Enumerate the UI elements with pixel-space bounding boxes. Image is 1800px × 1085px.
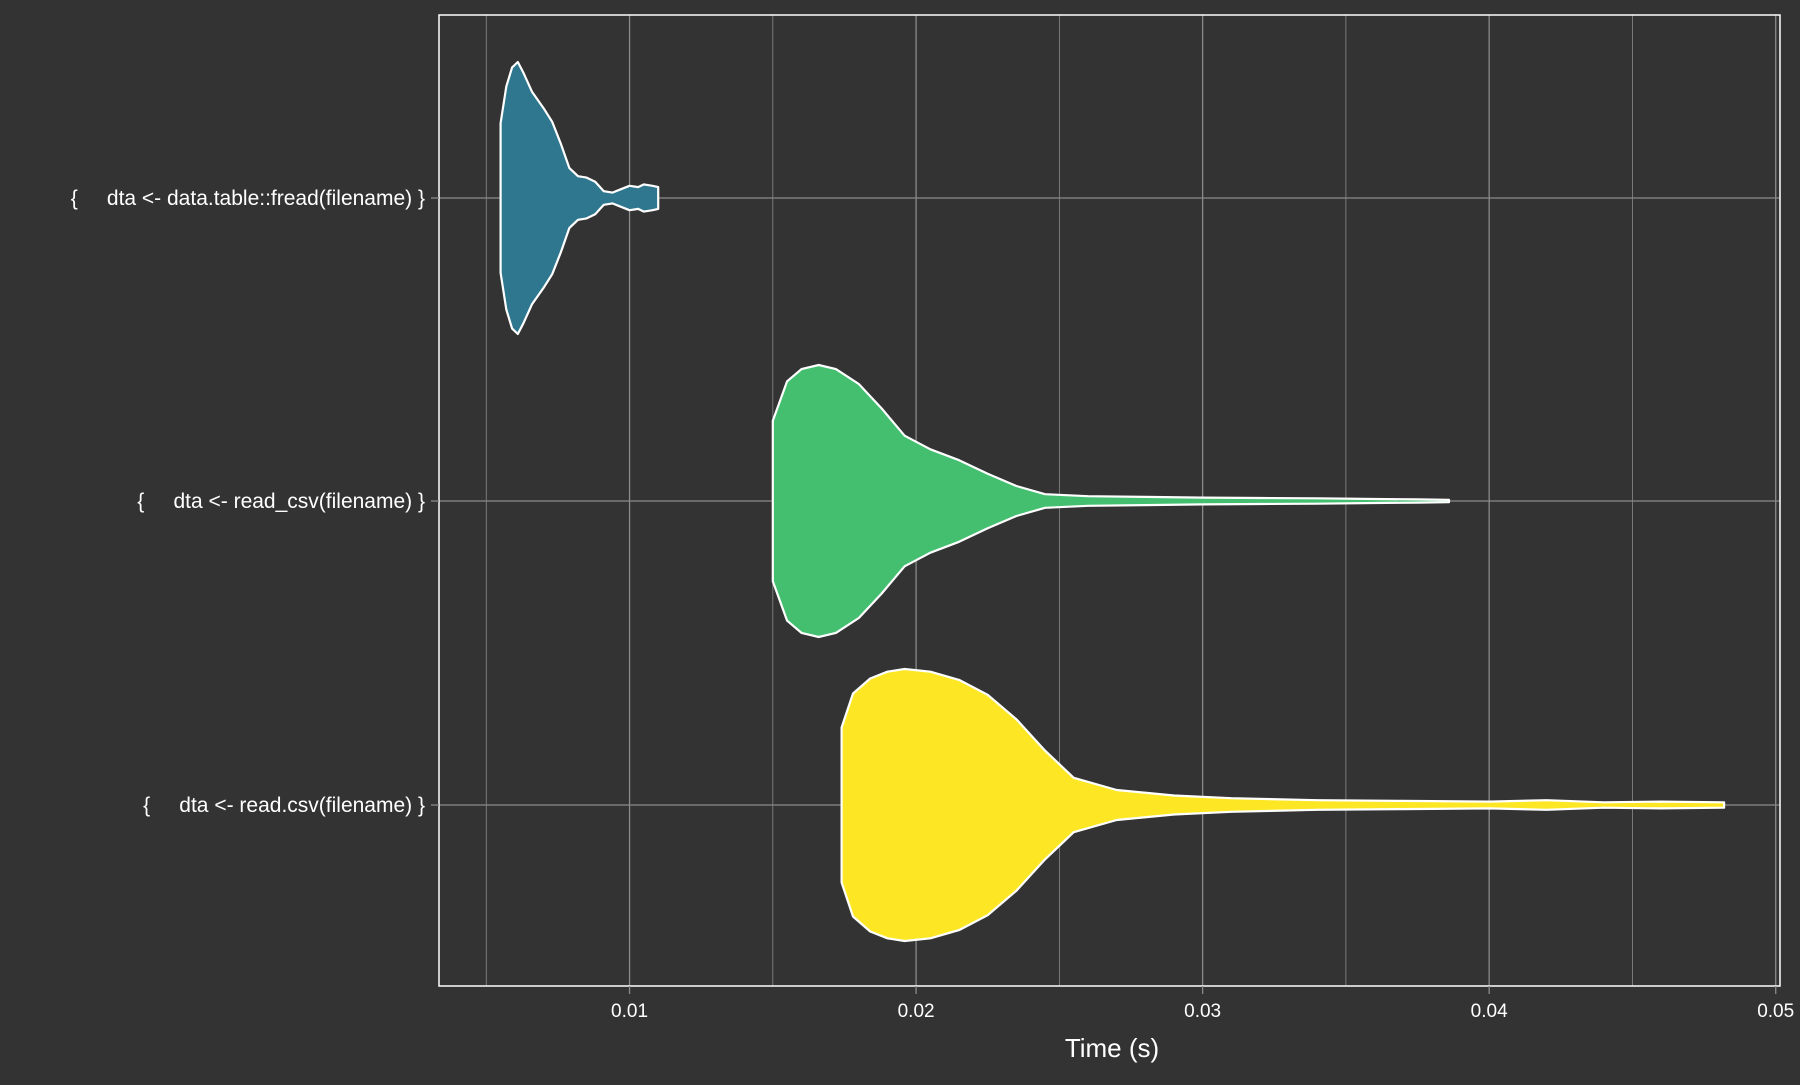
axis-labels: 0.01 0.02 0.03 0.04 0.05 { dta <- data.table:… xyxy=(71,187,1794,1022)
x-tick-label: 0.03 xyxy=(1184,1001,1221,1022)
violin-shape xyxy=(840,667,1726,943)
x-axis-title: Time (s) xyxy=(1065,1033,1159,1063)
x-tick-label: 0.01 xyxy=(611,1001,648,1022)
y-tick-label: { dta <- read_csv(filename) } xyxy=(137,490,425,513)
violin-shape xyxy=(499,60,660,336)
violin-shape xyxy=(771,363,1451,639)
violins xyxy=(499,60,1726,943)
y-tick-label: { dta <- read.csv(filename) } xyxy=(143,794,425,817)
x-tick-label: 0.04 xyxy=(1471,1001,1508,1022)
x-tick-label: 0.02 xyxy=(898,1001,935,1022)
x-tick-label: 0.05 xyxy=(1757,1001,1794,1022)
y-tick-label: { dta <- data.table::fread(filename) } xyxy=(71,187,425,210)
